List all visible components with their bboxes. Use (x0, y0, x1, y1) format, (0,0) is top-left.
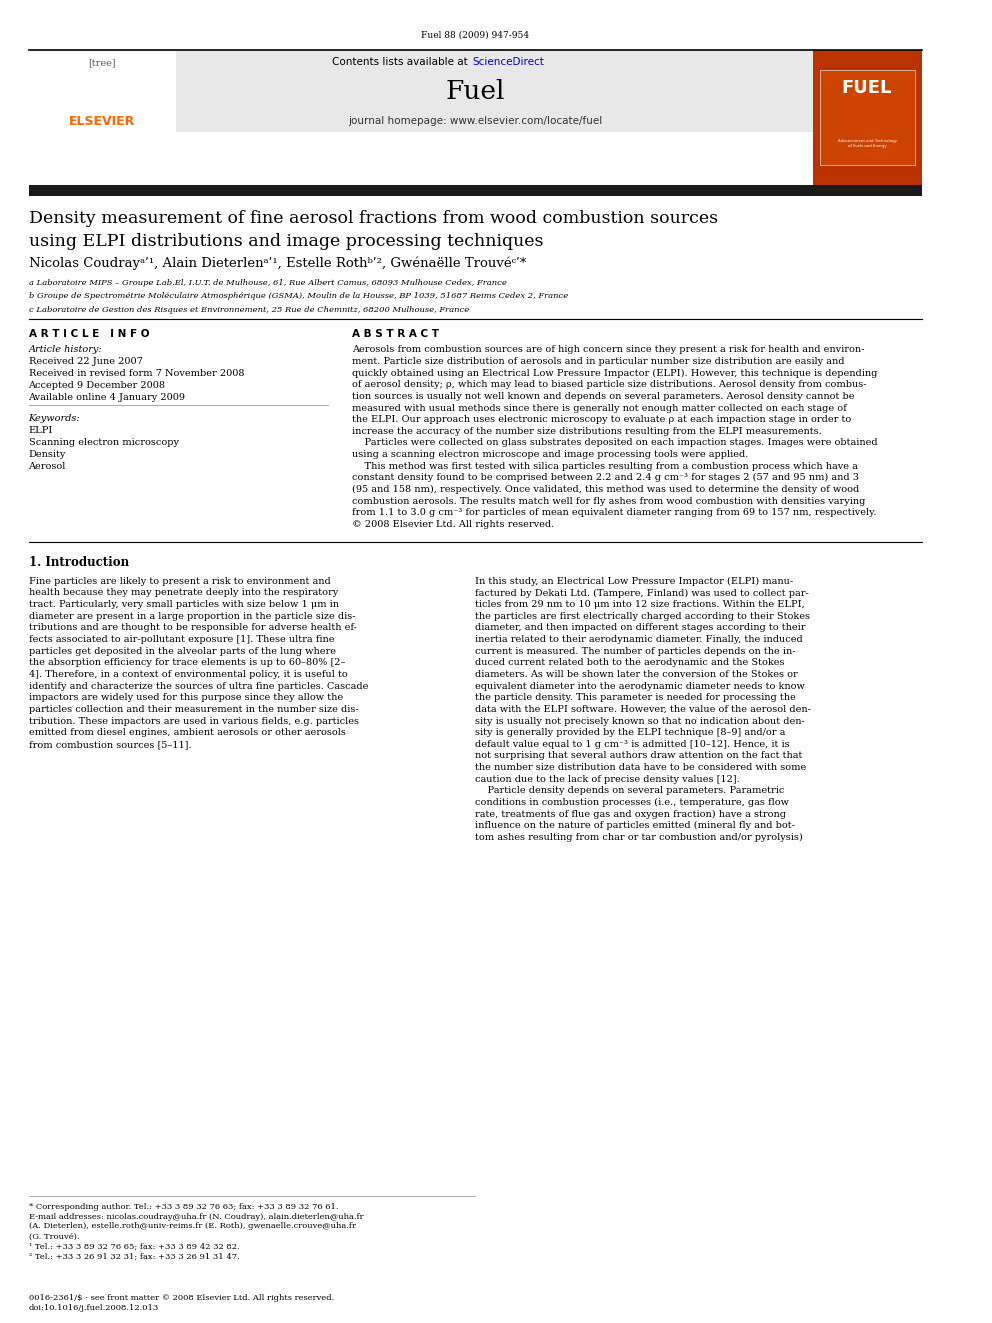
Text: of aerosol density; ρ, which may lead to biased particle size distributions. Aer: of aerosol density; ρ, which may lead to… (352, 380, 866, 389)
Text: the particle density. This parameter is needed for processing the: the particle density. This parameter is … (475, 693, 797, 703)
Text: Contents lists available at: Contents lists available at (331, 57, 470, 67)
Bar (812, 50, 923, 188)
Text: Fuel: Fuel (445, 79, 505, 105)
Text: inertia related to their aerodynamic diameter. Finally, the induced: inertia related to their aerodynamic dia… (475, 635, 804, 644)
Text: Particle density depends on several parameters. Parametric: Particle density depends on several para… (475, 786, 785, 795)
Text: current is measured. The number of particles depends on the in-: current is measured. The number of parti… (475, 647, 796, 656)
Text: Accepted 9 December 2008: Accepted 9 December 2008 (29, 381, 166, 390)
Text: caution due to the lack of precise density values [12].: caution due to the lack of precise densi… (475, 775, 740, 783)
Text: the particles are first electrically charged according to their Stokes: the particles are first electrically cha… (475, 611, 810, 620)
Text: diameter, and then impacted on different stages according to their: diameter, and then impacted on different… (475, 623, 806, 632)
Text: (G. Trouvé).: (G. Trouvé). (29, 1233, 79, 1241)
Text: the ELPI. Our approach uses electronic microscopy to evaluate ρ at each impactio: the ELPI. Our approach uses electronic m… (352, 415, 851, 425)
Text: particles get deposited in the alveolar parts of the lung where: particles get deposited in the alveolar … (29, 647, 335, 656)
Text: 4]. Therefore, in a context of environmental policy, it is useful to: 4]. Therefore, in a context of environme… (29, 669, 347, 679)
Text: © 2008 Elsevier Ltd. All rights reserved.: © 2008 Elsevier Ltd. All rights reserved… (352, 520, 554, 529)
Text: identify and characterize the sources of ultra fine particles. Cascade: identify and characterize the sources of… (29, 681, 368, 691)
Text: (A. Dieterlen), estelle.roth@univ-reims.fr (E. Roth), gwenaelle.crouve@uha.fr: (A. Dieterlen), estelle.roth@univ-reims.… (29, 1222, 355, 1230)
Text: tributions and are thought to be responsible for adverse health ef-: tributions and are thought to be respons… (29, 623, 356, 632)
Text: ¹ Tel.: +33 3 89 32 76 65; fax: +33 3 89 42 32 82.: ¹ Tel.: +33 3 89 32 76 65; fax: +33 3 89… (29, 1242, 239, 1250)
Text: tract. Particularly, very small particles with size below 1 μm in: tract. Particularly, very small particle… (29, 601, 338, 609)
Text: Aerosols from combustion sources are of high concern since they present a risk f: Aerosols from combustion sources are of … (352, 345, 864, 355)
Bar (819, 70, 915, 165)
Text: using ELPI distributions and image processing techniques: using ELPI distributions and image proce… (29, 233, 543, 250)
Text: A B S T R A C T: A B S T R A C T (352, 329, 438, 340)
Text: doi:10.1016/j.fuel.2008.12.013: doi:10.1016/j.fuel.2008.12.013 (29, 1304, 159, 1312)
Text: A R T I C L E   I N F O: A R T I C L E I N F O (29, 329, 149, 340)
Text: Keywords:: Keywords: (29, 414, 80, 423)
Text: ticles from 29 nm to 10 μm into 12 size fractions. Within the ELPI,: ticles from 29 nm to 10 μm into 12 size … (475, 601, 806, 609)
Text: Aerosol: Aerosol (29, 462, 65, 471)
Text: factured by Dekati Ltd. (Tampere, Finland) was used to collect par-: factured by Dekati Ltd. (Tampere, Finlan… (475, 589, 809, 598)
Text: emitted from diesel engines, ambient aerosols or other aerosols: emitted from diesel engines, ambient aer… (29, 728, 345, 737)
Text: diameters. As will be shown later the conversion of the Stokes or: diameters. As will be shown later the co… (475, 669, 799, 679)
Text: health because they may penetrate deeply into the respiratory: health because they may penetrate deeply… (29, 589, 337, 598)
Text: Received in revised form 7 November 2008: Received in revised form 7 November 2008 (29, 369, 244, 378)
Text: measured with usual methods since there is generally not enough matter collected: measured with usual methods since there … (352, 404, 846, 413)
Text: ELSEVIER: ELSEVIER (68, 115, 135, 128)
Text: c Laboratoire de Gestion des Risques et Environnement, 25 Rue de Chemnitz, 68200: c Laboratoire de Gestion des Risques et … (29, 306, 469, 314)
Text: Particles were collected on glass substrates deposited on each impaction stages.: Particles were collected on glass substr… (352, 438, 877, 447)
Text: increase the accuracy of the number size distributions resulting from the ELPI m: increase the accuracy of the number size… (352, 427, 821, 435)
Text: 0016-2361/$ - see front matter © 2008 Elsevier Ltd. All rights reserved.: 0016-2361/$ - see front matter © 2008 El… (29, 1294, 333, 1302)
Text: ELPI: ELPI (29, 426, 53, 435)
Text: from 1.1 to 3.0 g cm⁻³ for particles of mean equivalent diameter ranging from 69: from 1.1 to 3.0 g cm⁻³ for particles of … (352, 508, 876, 517)
Text: Density measurement of fine aerosol fractions from wood combustion sources: Density measurement of fine aerosol frac… (29, 210, 717, 228)
Text: This method was first tested with silica particles resulting from a combustion p: This method was first tested with silica… (352, 462, 858, 471)
Text: journal homepage: www.elsevier.com/locate/fuel: journal homepage: www.elsevier.com/locat… (348, 116, 602, 127)
Text: Fuel 88 (2009) 947-954: Fuel 88 (2009) 947-954 (422, 30, 530, 40)
Text: constant density found to be comprised between 2.2 and 2.4 g cm⁻³ for stages 2 (: constant density found to be comprised b… (352, 474, 859, 483)
Text: * Corresponding author. Tel.: +33 3 89 32 76 63; fax: +33 3 89 32 76 61.: * Corresponding author. Tel.: +33 3 89 3… (29, 1203, 338, 1211)
Text: Nicolas Coudrayᵃʹ¹, Alain Dieterlenᵃʹ¹, Estelle Rothᵇʹ², Gwénaëlle Trouvéᶜʹ*: Nicolas Coudrayᵃʹ¹, Alain Dieterlenᵃʹ¹, … (29, 257, 526, 270)
Text: tribution. These impactors are used in various fields, e.g. particles: tribution. These impactors are used in v… (29, 717, 358, 725)
Text: the number size distribution data have to be considered with some: the number size distribution data have t… (475, 763, 806, 773)
Bar (29, 50, 176, 188)
Text: quickly obtained using an Electrical Low Pressure Impactor (ELPI). However, this: quickly obtained using an Electrical Low… (352, 369, 877, 377)
Text: conditions in combustion processes (i.e., temperature, gas flow: conditions in combustion processes (i.e.… (475, 798, 790, 807)
Text: In this study, an Electrical Low Pressure Impactor (ELPI) manu-: In this study, an Electrical Low Pressur… (475, 577, 794, 586)
Text: Received 22 June 2007: Received 22 June 2007 (29, 357, 143, 366)
Text: the absorption efficiency for trace elements is up to 60–80% [2–: the absorption efficiency for trace elem… (29, 659, 345, 667)
Bar (29, 50, 923, 132)
Text: E-mail addresses: nicolas.coudray@uha.fr (N. Coudray), alain.dieterlen@uha.fr: E-mail addresses: nicolas.coudray@uha.fr… (29, 1212, 363, 1221)
Text: from combustion sources [5–11].: from combustion sources [5–11]. (29, 740, 191, 749)
Text: impactors are widely used for this purpose since they allow the: impactors are widely used for this purpo… (29, 693, 342, 703)
Text: equivalent diameter into the aerodynamic diameter needs to know: equivalent diameter into the aerodynamic… (475, 681, 806, 691)
Text: 1. Introduction: 1. Introduction (29, 556, 129, 569)
Text: duced current related both to the aerodynamic and the Stokes: duced current related both to the aerody… (475, 659, 785, 667)
Text: a Laboratoire MIPS – Groupe Lab.El, I.U.T. de Mulhouse, 61, Rue Albert Camus, 68: a Laboratoire MIPS – Groupe Lab.El, I.U.… (29, 279, 506, 287)
Text: (95 and 158 nm), respectively. Once validated, this method was used to determine: (95 and 158 nm), respectively. Once vali… (352, 486, 859, 493)
Text: b Groupe de Spectrométrie Moléculaire Atmosphérique (GSMA), Moulin de la Housse,: b Groupe de Spectrométrie Moléculaire At… (29, 292, 567, 300)
Text: ScienceDirect: ScienceDirect (472, 57, 545, 67)
Text: fects associated to air-pollutant exposure [1]. These ultra fine: fects associated to air-pollutant exposu… (29, 635, 334, 644)
Text: diameter are present in a large proportion in the particle size dis-: diameter are present in a large proporti… (29, 611, 355, 620)
Text: influence on the nature of particles emitted (mineral fly and bot-: influence on the nature of particles emi… (475, 822, 796, 831)
Text: Scanning electron microscopy: Scanning electron microscopy (29, 438, 179, 447)
Text: Article history:: Article history: (29, 345, 102, 355)
Text: data with the ELPI software. However, the value of the aerosol den-: data with the ELPI software. However, th… (475, 705, 811, 714)
Text: Advancement and Technology
of Fuels and Energy: Advancement and Technology of Fuels and … (837, 139, 897, 148)
Text: Density: Density (29, 450, 65, 459)
Text: sity is generally provided by the ELPI technique [8–9] and/or a: sity is generally provided by the ELPI t… (475, 728, 786, 737)
Text: using a scanning electron microscope and image processing tools were applied.: using a scanning electron microscope and… (352, 450, 748, 459)
Text: Fine particles are likely to present a risk to environment and: Fine particles are likely to present a r… (29, 577, 330, 586)
Text: not surprising that several authors draw attention on the fact that: not surprising that several authors draw… (475, 751, 803, 761)
Text: sity is usually not precisely known so that no indication about den-: sity is usually not precisely known so t… (475, 717, 806, 725)
Text: combustion aerosols. The results match well for fly ashes from wood combustion w: combustion aerosols. The results match w… (352, 496, 865, 505)
Text: ² Tel.: +33 3 26 91 32 31; fax: +33 3 26 91 31 47.: ² Tel.: +33 3 26 91 32 31; fax: +33 3 26… (29, 1252, 239, 1261)
Text: tom ashes resulting from char or tar combustion and/or pyrolysis): tom ashes resulting from char or tar com… (475, 833, 804, 841)
Text: ment. Particle size distribution of aerosols and in particular number size distr: ment. Particle size distribution of aero… (352, 357, 844, 366)
Text: FUEL: FUEL (842, 79, 892, 98)
Text: tion sources is usually not well known and depends on several parameters. Aeroso: tion sources is usually not well known a… (352, 392, 854, 401)
Text: rate, treatments of flue gas and oxygen fraction) have a strong: rate, treatments of flue gas and oxygen … (475, 810, 787, 819)
Text: particles collection and their measurement in the number size dis-: particles collection and their measureme… (29, 705, 358, 714)
Text: [tree]: [tree] (88, 58, 115, 67)
Text: default value equal to 1 g cm⁻³ is admitted [10–12]. Hence, it is: default value equal to 1 g cm⁻³ is admit… (475, 740, 790, 749)
Bar (29, 185, 923, 196)
Text: Available online 4 January 2009: Available online 4 January 2009 (29, 393, 186, 402)
